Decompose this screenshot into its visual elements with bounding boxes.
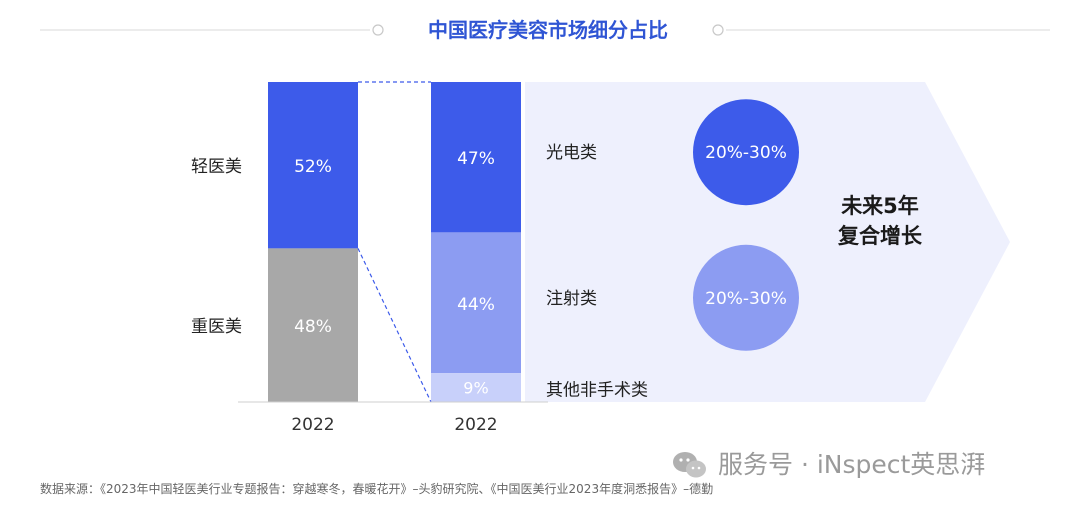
bar-value-label: 52% [294, 157, 332, 177]
cagr-circles: 20%-30% 20%-30% [693, 99, 799, 351]
watermark: 服务号 · iNspect英思湃 [673, 450, 985, 479]
right-stacked-bar: 47% 光电类 44% 注射类 9% 其他非手术类 2022 [431, 82, 648, 435]
bar-segment-light [268, 82, 358, 249]
source-note: 数据来源：《2023年中国轻医美行业专题报告：穿越寒冬，春暖花开》–头豹研究院、… [40, 481, 713, 496]
left-stacked-bar: 52% 轻医美 48% 重医美 2022 [191, 82, 358, 435]
chart-title: 中国医疗美容市场细分占比 [428, 18, 668, 42]
category-label: 重医美 [191, 317, 242, 337]
growth-arrow [525, 82, 1010, 402]
bar-value-label: 48% [294, 317, 332, 337]
x-tick-label: 2022 [454, 415, 497, 435]
cagr-circle [693, 99, 799, 206]
bar-segment-heavy [268, 248, 358, 402]
bar-value-label: 9% [463, 379, 488, 398]
watermark-text: 服务号 · iNspect英思湃 [718, 450, 985, 479]
subcategory-label: 光电类 [546, 143, 597, 163]
title-dot-right [712, 24, 724, 36]
category-label: 轻医美 [191, 157, 242, 177]
wechat-icon [673, 452, 706, 478]
bar-value-label: 47% [457, 149, 495, 169]
subcategory-label: 注射类 [546, 289, 597, 309]
title-dot-left [372, 24, 384, 36]
connector-line-bottom [357, 248, 432, 403]
bar-connectors [357, 81, 432, 403]
bar-value-label: 44% [457, 295, 495, 315]
bar-segment-sub-2 [431, 373, 521, 402]
bar-segment-sub-1 [431, 232, 521, 374]
cagr-label: 20%-30% [705, 289, 787, 309]
bar-segment-sub-0 [431, 82, 521, 233]
subcategory-label: 其他非手术类 [546, 381, 648, 401]
growth-label-line1: 未来5年 [841, 194, 919, 218]
cagr-circle [693, 244, 799, 351]
cagr-label: 20%-30% [705, 143, 787, 163]
growth-label-line2: 复合增长 [837, 224, 923, 248]
x-tick-label: 2022 [291, 415, 334, 435]
